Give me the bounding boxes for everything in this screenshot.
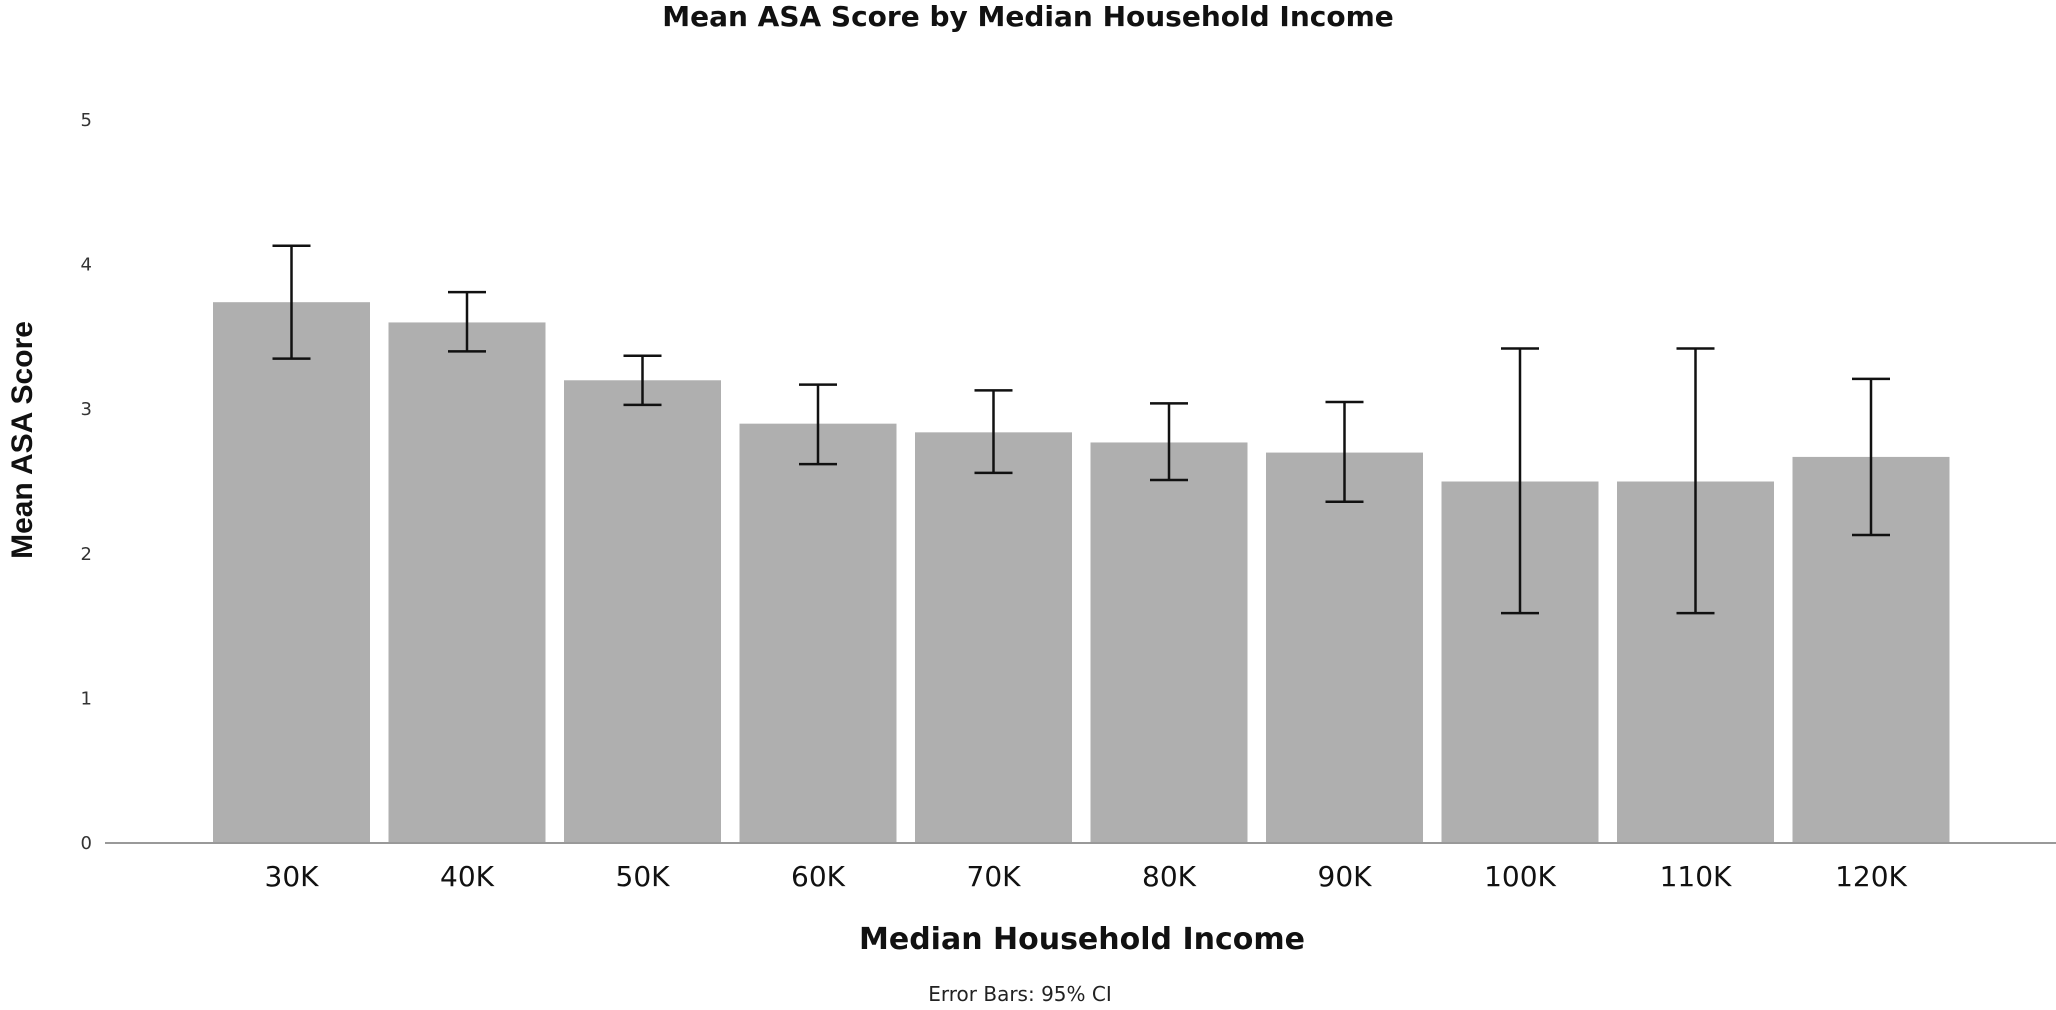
bar-80K [1090,442,1248,843]
y-axis-ticks: 0 1 2 3 4 5 [81,110,92,854]
y-tick-label: 4 [81,255,92,276]
error-bar-80K [1150,402,1188,482]
x-tick-label: 30K [265,860,320,893]
chart-title: Mean ASA Score by Median Household Incom… [662,0,1394,33]
y-tick-label: 3 [81,399,92,420]
x-tick-label: 80K [1142,860,1197,893]
y-tick-label: 1 [81,688,92,709]
y-axis-label: Mean ASA Score [6,321,39,559]
bar-90K [1266,452,1423,843]
error-bar-30K [272,244,311,360]
x-tick-label: 120K [1835,860,1907,893]
bar-40K [388,322,546,843]
x-axis-ticks: 30K 40K 50K 60K 70K 80K 90K 100K 110K 120K [265,860,1908,893]
y-tick-label: 5 [81,110,92,131]
x-tick-label: 110K [1660,860,1732,893]
bar-30K [213,302,370,843]
error-bar-100K [1501,347,1539,615]
error-bar-120K [1852,377,1890,537]
error-bar-50K [623,354,662,407]
x-tick-label: 60K [791,860,846,893]
bar-60K [739,423,897,843]
error-bar-90K [1325,400,1364,503]
error-bar-60K [799,383,837,466]
error-bar-40K [448,290,486,353]
y-tick-label: 0 [81,833,92,854]
x-tick-label: 70K [967,860,1022,893]
error-bar-110K [1676,347,1715,615]
x-tick-label: 90K [1318,860,1373,893]
error-bars-group [272,244,1890,615]
error-bars-note: Error Bars: 95% CI [928,982,1112,1006]
error-bar-70K [974,389,1013,475]
bar-70K [915,432,1072,843]
x-tick-label: 50K [616,860,671,893]
x-tick-label: 100K [1484,860,1556,893]
y-tick-label: 2 [81,544,92,565]
bar-50K [564,380,721,843]
x-tick-label: 40K [440,860,495,893]
x-axis-label: Median Household Income [859,922,1305,957]
bars-group [213,302,1950,843]
